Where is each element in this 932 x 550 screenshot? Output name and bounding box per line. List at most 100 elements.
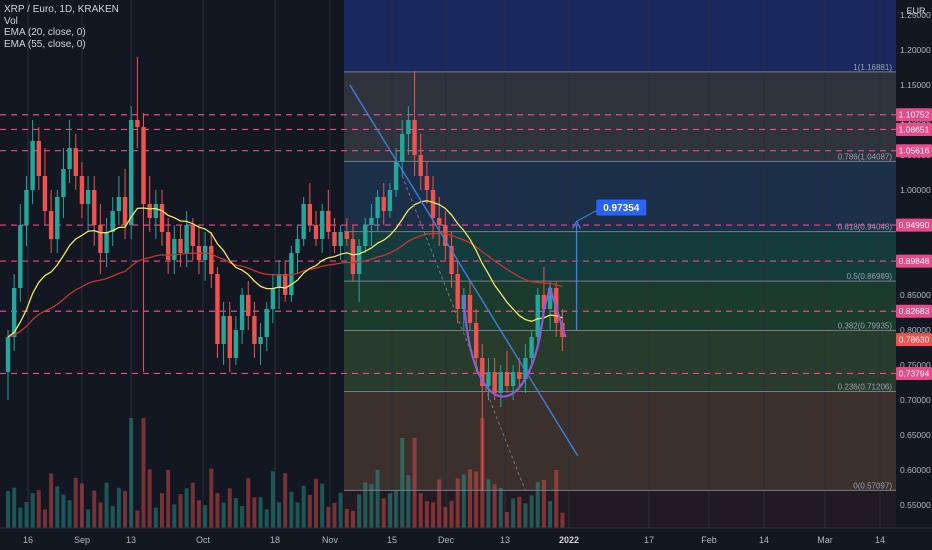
candle-body (159, 204, 165, 232)
candle-body (387, 190, 393, 211)
volume-bar (277, 502, 282, 528)
volume-bar (474, 471, 479, 528)
volume-bar (123, 491, 128, 528)
legend-ema20: EMA (20, close, 0) (4, 27, 86, 38)
price-tick: 0.75000 (900, 360, 931, 370)
candle-body (233, 330, 239, 358)
zone-top (344, 0, 896, 72)
volume-bar (498, 488, 503, 528)
volume-bar (320, 483, 325, 528)
candle-body (85, 190, 91, 204)
candle-body (480, 358, 485, 386)
candle-body (510, 372, 516, 386)
volume-bar (468, 469, 472, 528)
volume-bar (55, 486, 60, 528)
volume-bar (221, 502, 226, 528)
volume-bar (172, 504, 177, 528)
volume-bar (375, 470, 380, 528)
time-tick: 18 (270, 535, 280, 545)
level-badge-label: 1.08651 (899, 124, 930, 134)
candle-body (295, 239, 300, 253)
time-tick: Feb (701, 535, 717, 545)
volume-bar (196, 500, 201, 528)
level-badge-label: 0.82683 (899, 306, 930, 316)
candle-body (209, 246, 214, 274)
candle-body (239, 295, 245, 330)
volume-bar (400, 438, 405, 528)
price-tick: 1.20000 (900, 45, 931, 55)
volume-bar (523, 503, 528, 528)
candle-body (98, 225, 103, 253)
volume-bar (258, 497, 263, 528)
candle-body (356, 246, 362, 274)
volume-bar (535, 482, 540, 528)
time-tick: 17 (644, 535, 654, 545)
volume-bar (6, 490, 10, 528)
volume-bar (363, 482, 368, 528)
volume-bar (252, 497, 257, 528)
volume-bar (338, 492, 343, 528)
candle-body (252, 316, 257, 344)
symbol-title: XRP / Euro, 1D, KRAKEN (4, 4, 119, 15)
level-badge (896, 304, 932, 318)
candle-body (178, 239, 183, 253)
zone-bottom (344, 490, 896, 528)
legend-volume: Vol (4, 15, 18, 27)
volume-bar (12, 487, 17, 528)
volume-bar (517, 496, 522, 528)
time-tick: 13 (500, 535, 510, 545)
candle-body (473, 323, 479, 358)
candle-body (535, 295, 540, 337)
candle-body (24, 190, 29, 225)
target-badge (596, 199, 647, 216)
candle-body (67, 148, 72, 169)
candle-body (153, 204, 159, 218)
time-tick: 13 (126, 535, 136, 545)
volume-bar (381, 498, 386, 528)
volume-bar (394, 490, 399, 528)
time-tick: Sep (74, 535, 90, 545)
volume-bar (61, 494, 66, 528)
candle-body (246, 295, 251, 316)
candle-body (184, 225, 189, 253)
volume-bar (153, 507, 158, 528)
volume-bar (36, 490, 41, 528)
volume-bar (554, 469, 559, 528)
candle-body (92, 190, 97, 225)
volume-bar (431, 502, 436, 528)
volume-bar (369, 483, 374, 528)
candle-body (332, 232, 337, 246)
cup-handle-pattern (462, 284, 567, 398)
level-badge-label: 1.05616 (899, 146, 930, 156)
fib-label: 1(1.16881) (853, 63, 892, 72)
volume-bar (301, 485, 306, 528)
volume-bar (307, 494, 312, 528)
volume-bar (49, 473, 54, 528)
candle-body (418, 155, 423, 176)
candle-body (430, 190, 436, 218)
time-tick: Nov (322, 535, 339, 545)
candle-body (319, 211, 325, 239)
fib-label: 0.5(0.86989) (847, 272, 893, 281)
candle-body (486, 372, 491, 386)
volume-bar (560, 512, 565, 528)
volume-bar (141, 418, 146, 528)
candle-body (517, 372, 522, 379)
candle-body (344, 232, 349, 239)
volume-bar (79, 483, 84, 528)
price-tick: 0.80000 (900, 325, 931, 335)
ema20-line (7, 200, 563, 338)
candle-body (381, 197, 386, 211)
candle-body (221, 316, 226, 344)
level-badge-label: 1.10752 (899, 110, 930, 120)
level-badge (896, 108, 932, 122)
volume-bar (160, 493, 164, 528)
volume-bar (357, 494, 362, 528)
candle-body (258, 337, 263, 344)
candle-body (393, 162, 399, 190)
volume-bar (227, 488, 232, 528)
ema55-line (7, 232, 563, 338)
candle-body (547, 288, 553, 309)
candle-body (424, 176, 430, 190)
price-tick: 0.85000 (900, 290, 931, 300)
